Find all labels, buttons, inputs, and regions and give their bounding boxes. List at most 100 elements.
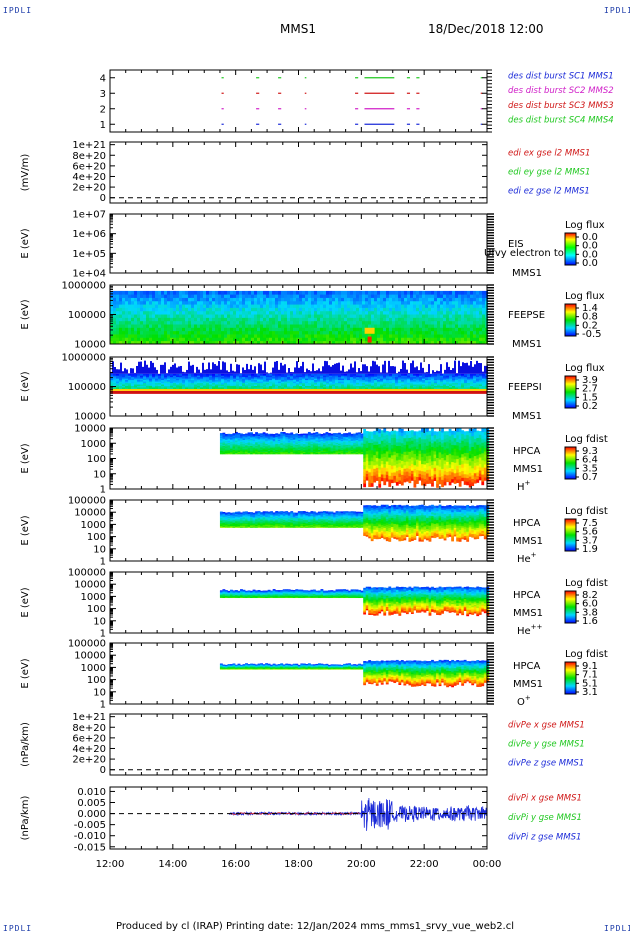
spectrogram-cell [464, 381, 467, 384]
spectrogram-cell [428, 334, 431, 338]
spectrogram-cell [218, 300, 221, 305]
spectrogram-cell [254, 330, 257, 335]
spectrogram-cell [305, 294, 308, 298]
spectrogram-cell [285, 445, 289, 448]
spectrogram-cell [440, 320, 443, 325]
spectrogram-cell [392, 385, 395, 388]
spectrogram-cell [280, 449, 284, 451]
spectrogram-cell [314, 317, 317, 322]
spectrogram-cell [335, 340, 338, 345]
spectrogram-cell [293, 375, 296, 378]
spectrogram-cell [344, 337, 347, 342]
spectrogram-cell [232, 441, 236, 443]
spectrogram-cell [373, 447, 377, 452]
spectrogram-cell [295, 435, 299, 438]
spectrogram-cell [222, 432, 226, 435]
spectrogram-cell [122, 307, 125, 312]
spectrogram-cell [128, 327, 131, 332]
spectrogram-cell [428, 300, 431, 305]
spectrogram-cell [290, 439, 294, 442]
spectrogram-cell [230, 433, 233, 436]
spectrogram-cell [200, 317, 203, 322]
spectrogram-cell [224, 337, 227, 342]
spectrogram-cell [383, 337, 386, 342]
spectrogram-cell [230, 452, 233, 455]
spectrogram-cell [194, 294, 197, 298]
spectrogram-cell [476, 324, 479, 328]
spectrogram-cell [170, 294, 173, 298]
spectrogram-cell [398, 300, 401, 305]
spectrogram-cell [245, 324, 248, 328]
spectrogram-cell [470, 314, 473, 318]
spectrogram-cell [290, 334, 293, 338]
spectrogram-cell [235, 434, 238, 437]
spectrogram-cell [476, 334, 479, 338]
spectrogram-cell [277, 437, 281, 439]
spectrogram-cell [245, 300, 248, 305]
spectrogram-cell [239, 330, 242, 335]
spectrogram-cell [464, 340, 467, 345]
spectrogram-cell [323, 337, 326, 342]
spectrogram-cell [380, 310, 383, 315]
spectrogram-cell [436, 465, 439, 470]
spectrogram-cell [365, 379, 368, 382]
spectrogram-cell [252, 452, 256, 455]
spectrogram-cell [467, 330, 470, 335]
spectrogram-cell [170, 330, 173, 335]
spectrogram-cell [125, 294, 128, 298]
spectrogram-cell [403, 461, 407, 466]
spectrogram-cell [182, 324, 185, 328]
spectrogram-cell [410, 387, 413, 389]
spectrogram-cell [308, 384, 311, 387]
spectrogram-cell [194, 337, 197, 342]
spectrogram-cell [425, 340, 428, 345]
spectrogram-cell [281, 327, 284, 332]
spectrogram-cell [418, 433, 422, 438]
spectrogram-cell [164, 300, 167, 305]
spectrogram-cell [473, 320, 476, 325]
spectrogram-cell [262, 450, 266, 452]
spectrogram-cell [446, 387, 449, 389]
spectrogram-cell [257, 444, 261, 447]
spectrogram-cell [293, 324, 296, 328]
spectrogram-cell [113, 334, 116, 338]
spectrogram-cell [233, 290, 236, 295]
spectrogram-cell [437, 294, 440, 298]
spectrogram-cell [257, 385, 260, 388]
spectrogram-cell [452, 324, 455, 328]
spectrogram-cell [375, 460, 379, 465]
spectrogram-cell [266, 304, 269, 308]
spectrogram-cell [188, 387, 191, 389]
spectrogram-cell [245, 320, 248, 325]
spectrogram-cell [314, 382, 317, 385]
spectrogram-cell [443, 373, 446, 376]
spectrogram-cell [425, 317, 428, 322]
spectrogram-cell [203, 337, 206, 342]
spectrogram-cell [410, 430, 414, 435]
spectrogram-cell [113, 330, 116, 335]
spectrogram-cell [317, 376, 320, 379]
spectrogram-cell [335, 297, 338, 302]
spectrogram-cell [407, 330, 410, 335]
spectrogram-cell [305, 320, 308, 325]
spectrogram-cell [426, 434, 429, 439]
spectrogram-cell [350, 330, 353, 335]
spectrogram-cell [385, 451, 389, 455]
spectrogram-cell [386, 290, 389, 295]
spectrogram-cell [335, 435, 339, 438]
spectrogram-cell [358, 433, 362, 436]
spectrogram-cell [265, 445, 269, 448]
spectrogram-cell [317, 381, 320, 384]
spectrogram-cell [330, 438, 334, 440]
spectrogram-cell [353, 379, 356, 382]
spectrogram-cell [365, 337, 368, 342]
spectrogram-cell [281, 384, 284, 387]
spectrogram-cell [440, 387, 443, 389]
spectrogram-cell [329, 327, 332, 332]
spectrogram-cell [237, 432, 241, 435]
spectrogram-cell [315, 438, 319, 440]
spectrogram-cell [176, 381, 179, 384]
spectrogram-speckle [428, 364, 430, 374]
spectrogram-cell [395, 387, 398, 389]
spectrogram-speckle [124, 368, 126, 374]
